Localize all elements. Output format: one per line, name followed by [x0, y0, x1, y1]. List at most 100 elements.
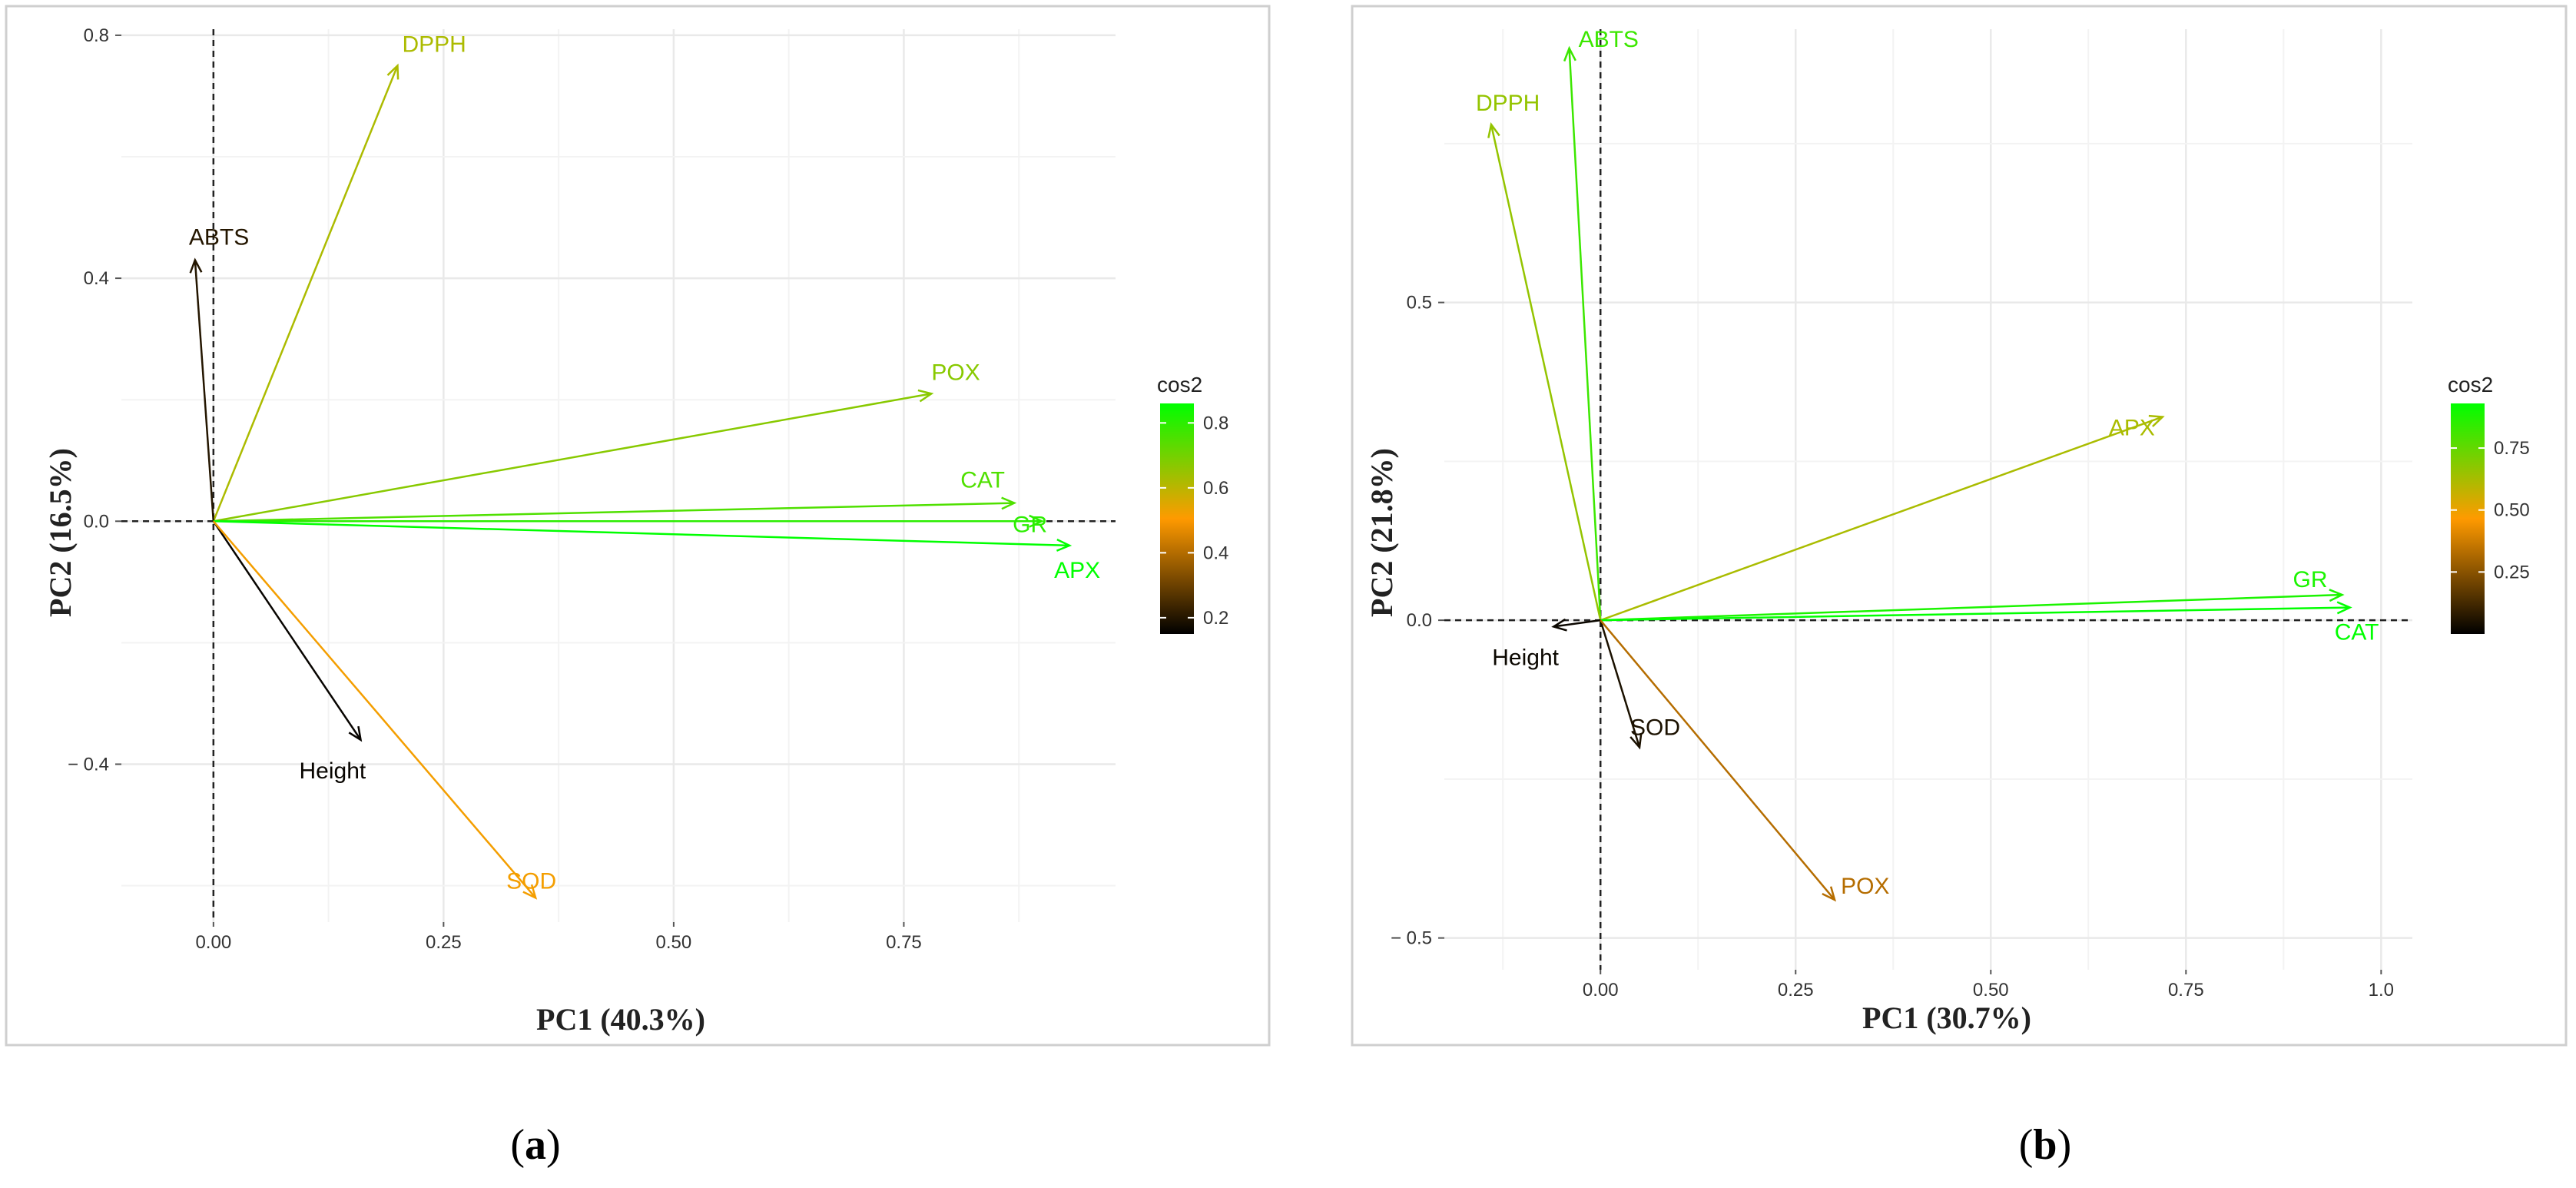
loading-arrow-sod: SOD — [1600, 619, 1680, 750]
panel-b-frame — [1351, 5, 2568, 1047]
y-tick-label: 0.4 — [84, 268, 109, 289]
arrow-head — [1563, 45, 1576, 62]
variable-label: Height — [300, 758, 366, 784]
panel-a: DPPH ABTS POX CAT GR APX Height SOD 0.00 0.25 0.5… — [5, 5, 1271, 1047]
variable-label: GR — [2293, 567, 2328, 592]
variable-label: GR — [1013, 512, 1047, 537]
y-tick-label: − 0.5 — [1391, 928, 1432, 949]
arrow-shaft — [1600, 593, 2342, 622]
arrow-shaft — [1600, 416, 2163, 622]
arrow-shaft — [1490, 124, 1602, 621]
arrow-shaft — [1600, 619, 1836, 901]
loading-arrow-pox: POX — [1600, 619, 1889, 902]
panel-b: ABTS DPPH APX GR CAT Height SOD POX 0.00 0.25 0.5… — [1351, 5, 2568, 1047]
legend-ticks: 0.2 0.4 0.6 0.8 — [1160, 413, 1228, 629]
x-tick-label: 0.25 — [1778, 980, 1814, 1001]
arrow-head — [189, 257, 203, 274]
arrow-shaft — [213, 520, 1070, 547]
loading-arrow-apx: APX — [1600, 414, 2165, 622]
loading-arrow-height: Height — [212, 520, 366, 784]
variable-label: ABTS — [189, 224, 249, 250]
x-tick-label: 0.50 — [1973, 980, 2009, 1001]
panel-a-axis-ticks: 0.00 0.25 0.50 0.75 0.8 0.4 0.0 − 0.4 — [68, 25, 922, 953]
loading-arrow-abts: ABTS — [189, 224, 249, 522]
y-tick-label: 0.0 — [1407, 610, 1432, 631]
variable-label: POX — [1841, 874, 1889, 899]
variable-label: DPPH — [1476, 91, 1540, 116]
legend-tick-label: 0.2 — [1203, 608, 1228, 629]
x-axis-title: PC1 (40.3%) — [536, 1002, 705, 1037]
color-legend: cos2 0.2 0.4 0.6 0.8 — [1157, 373, 1228, 634]
arrow-head — [1056, 538, 1073, 552]
variable-label: CAT — [960, 468, 1005, 493]
arrow-head — [1551, 618, 1567, 632]
x-tick-label: 0.25 — [426, 932, 462, 953]
loading-arrow-apx: APX — [213, 520, 1100, 583]
arrow-shaft — [1600, 606, 2350, 622]
loading-arrow-dpph: DPPH — [1476, 91, 1602, 621]
arrow-head — [1029, 514, 1045, 528]
y-axis-title: PC2 (16.5%) — [43, 448, 78, 617]
x-tick-label: 0.00 — [1583, 980, 1619, 1001]
variable-label: APX — [1054, 558, 1100, 583]
legend-ticks: 0.25 0.50 0.75 — [2451, 438, 2530, 582]
loading-arrow-cat: CAT — [213, 468, 1017, 523]
variable-label: CAT — [2335, 620, 2379, 645]
variable-label: SOD — [1630, 715, 1680, 741]
x-axis-title: PC1 (30.7%) — [1862, 1001, 2031, 1035]
arrow-shaft — [212, 520, 537, 899]
variable-label: APX — [2109, 415, 2155, 440]
x-tick-label: 0.50 — [656, 932, 692, 953]
y-axis-title: PC2 (21.8%) — [1364, 448, 1399, 617]
loading-arrow-cat: CAT — [1600, 601, 2379, 645]
arrow-head — [2148, 414, 2165, 427]
arrow-shaft — [212, 65, 399, 522]
y-tick-label: 0.8 — [84, 25, 109, 46]
panel-b-axis-ticks: 0.00 0.25 0.50 0.75 1.0 0.5 0.0 − 0.5 — [1391, 293, 2394, 1001]
panel-label-letter: b — [2033, 1121, 2057, 1169]
x-tick-label: 1.0 — [2369, 980, 2394, 1001]
loading-arrow-gr: GR — [213, 512, 1047, 537]
panel-b-label: (b) — [2019, 1121, 2071, 1169]
loading-arrow-pox: POX — [213, 360, 980, 523]
variable-label: SOD — [506, 868, 556, 894]
panel-label-close-paren: ) — [2057, 1121, 2072, 1169]
arrow-head — [522, 884, 538, 900]
y-tick-label: 0.5 — [1407, 293, 1432, 314]
panel-a-loading-arrows: DPPH ABTS POX CAT GR APX Height SOD — [189, 32, 1100, 900]
panel-label-close-paren: ) — [546, 1121, 561, 1169]
legend-tick-label: 0.25 — [2494, 562, 2530, 582]
y-tick-label: 0.0 — [84, 511, 109, 532]
panel-label-letter: a — [525, 1121, 546, 1169]
loading-arrow-dpph: DPPH — [212, 32, 466, 522]
panel-label-open-paren: ( — [510, 1121, 525, 1169]
loading-arrow-gr: GR — [1600, 567, 2345, 622]
arrow-head — [917, 389, 934, 403]
x-tick-label: 0.75 — [886, 932, 922, 953]
legend-colorbar — [2451, 403, 2485, 634]
legend-tick-label: 0.50 — [2494, 500, 2530, 521]
panel-a-label: (a) — [510, 1121, 560, 1169]
loading-arrow-sod: SOD — [212, 520, 556, 900]
panel-label-open-paren: ( — [2019, 1121, 2034, 1169]
arrow-shaft — [213, 502, 1015, 523]
arrow-head — [1629, 733, 1643, 750]
arrow-head — [348, 725, 363, 742]
y-tick-label: − 0.4 — [68, 754, 109, 775]
arrow-head — [1001, 496, 1017, 510]
arrow-shaft — [1600, 619, 1641, 748]
panel-b-loading-arrows: ABTS DPPH APX GR CAT Height SOD POX — [1476, 27, 2379, 902]
arrow-head — [1487, 122, 1500, 138]
loading-arrow-height: Height — [1492, 618, 1601, 670]
color-legend: cos2 0.25 0.50 0.75 — [2448, 373, 2530, 634]
loading-arrow-abts: ABTS — [1563, 27, 1639, 621]
arrow-shaft — [212, 520, 362, 741]
legend-tick-label: 0.4 — [1203, 543, 1228, 563]
arrow-shaft — [1553, 619, 1601, 628]
variable-label: Height — [1492, 645, 1559, 670]
legend-tick-label: 0.6 — [1203, 478, 1228, 499]
legend-title: cos2 — [2448, 373, 2493, 397]
arrow-shaft — [194, 260, 215, 522]
legend-tick-label: 0.75 — [2494, 438, 2530, 459]
